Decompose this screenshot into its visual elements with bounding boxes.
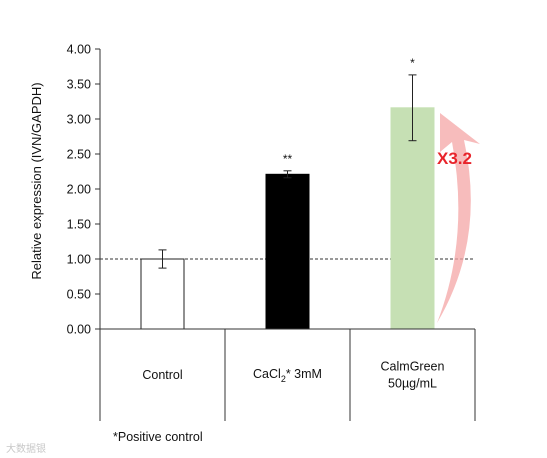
bar [140, 258, 185, 330]
y-tick-label: 2.50 [67, 148, 91, 162]
category-label: CaCl2* 3mM [253, 367, 322, 384]
y-tick-label: 3.00 [67, 113, 91, 127]
fold-change-arrow [437, 113, 480, 323]
watermark: 大数据银 [6, 444, 46, 455]
y-axis-title: Relative expression (IVN/GAPDH) [29, 82, 44, 279]
significance-label: * [410, 56, 415, 70]
y-tick-label: 4.00 [67, 43, 91, 57]
y-tick-label: 1.50 [67, 218, 91, 232]
y-tick-label: 3.50 [67, 78, 91, 92]
y-tick-label: 2.00 [67, 183, 91, 197]
category-label: 50µg/mL [388, 377, 437, 391]
fold-change-label: X3.2 [437, 149, 472, 168]
y-tick-label: 1.00 [67, 253, 91, 267]
significance-label: ** [283, 152, 293, 166]
category-label: CalmGreen [381, 360, 445, 374]
footnote: *Positive control [113, 430, 203, 444]
category-label: Control [142, 368, 182, 382]
y-tick-label: 0.50 [67, 288, 91, 302]
y-tick-label: 0.00 [67, 323, 91, 337]
bar [265, 173, 310, 330]
